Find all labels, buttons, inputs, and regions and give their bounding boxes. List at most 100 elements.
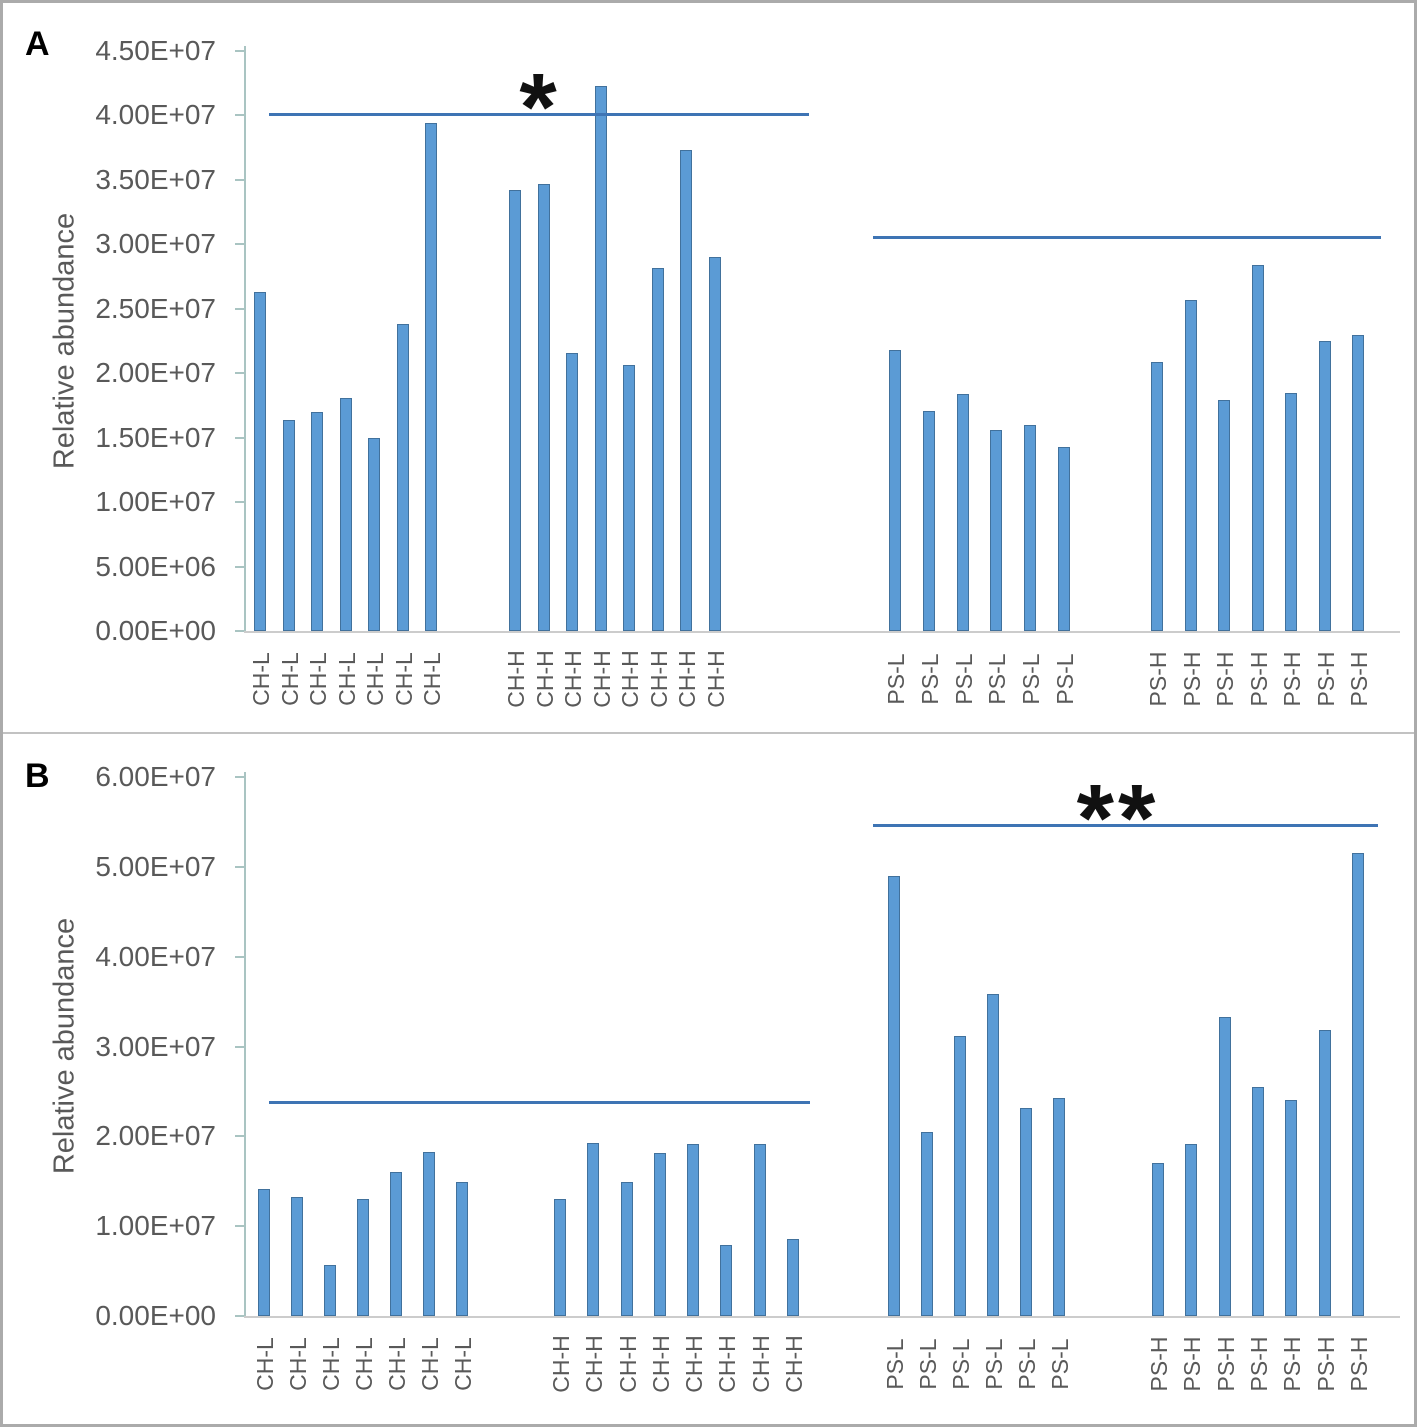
bar-ch-h-7: [753, 1144, 766, 1316]
y-tick-label: 0.00E+00: [95, 615, 216, 646]
x-tick-label: CH-H: [548, 1335, 574, 1393]
x-tick-label: CH-L: [419, 652, 445, 706]
y-tick-mark: [235, 1315, 244, 1317]
y-tick-label: 3.00E+07: [95, 228, 216, 260]
bar-ch-h-6: [651, 267, 664, 631]
x-tick-label: CH-L: [252, 1337, 278, 1391]
bar-ps-l-2: [922, 410, 935, 631]
bar-ps-l-5: [1024, 424, 1037, 631]
x-tick-label: CH-L: [450, 1337, 476, 1391]
x-tick-label: CH-H: [647, 1335, 674, 1393]
bar-ps-l-1: [889, 350, 901, 631]
y-tick-mark: [235, 865, 244, 868]
y-tick-mark: [235, 307, 244, 310]
x-tick-label: CH-L: [351, 1337, 377, 1391]
bar-ps-h-3: [1218, 400, 1230, 631]
bar-ch-h-4: [653, 1152, 666, 1316]
bar-ch-l-6: [396, 324, 409, 631]
bar-ch-l-3: [324, 1264, 336, 1316]
significance-line: [873, 824, 1378, 828]
y-tick-mark: [235, 630, 244, 632]
y-tick-label: 0.00E+00: [95, 1300, 216, 1331]
x-axis-line: [244, 1316, 1400, 1318]
x-tick-label: PS-H: [1279, 1336, 1306, 1392]
y-tick-mark: [235, 776, 244, 778]
bar-ch-h-2: [537, 183, 550, 631]
bar-ps-h-2: [1185, 1143, 1198, 1316]
bar-ps-l-6: [1058, 446, 1070, 631]
y-tick-mark: [235, 955, 244, 958]
y-tick-mark: [235, 372, 244, 375]
y-tick-mark: [235, 436, 244, 439]
x-tick-label: CH-H: [674, 650, 701, 708]
bar-ps-h-1: [1152, 1163, 1164, 1316]
x-tick-label: PS-H: [1245, 651, 1272, 707]
x-tick-label: PS-L: [916, 653, 943, 705]
bar-ch-l-6: [423, 1151, 435, 1316]
bar-ch-l-2: [291, 1196, 303, 1316]
bar-ps-l-4: [990, 429, 1003, 631]
x-tick-label: CH-L: [417, 1337, 443, 1391]
bar-ch-l-1: [258, 1189, 270, 1316]
panel-a-label: A: [25, 25, 50, 63]
x-tick-label: CH-H: [617, 650, 644, 708]
x-tick-label: PS-H: [1146, 1336, 1172, 1392]
y-tick-mark: [235, 243, 244, 246]
bar-ps-h-6: [1318, 1030, 1331, 1316]
bar-ps-h-3: [1218, 1016, 1231, 1316]
x-tick-label: CH-L: [362, 652, 388, 706]
y-tick-mark: [235, 501, 244, 504]
significance-asterisk: *: [519, 54, 561, 162]
x-tick-label: CH-L: [318, 1337, 344, 1391]
y-tick-label: 1.00E+07: [95, 1210, 216, 1242]
bar-ch-h-2: [587, 1142, 600, 1316]
x-tick-label: PS-L: [1047, 1338, 1073, 1390]
x-tick-label: PS-H: [1178, 651, 1205, 707]
x-tick-label: PS-L: [1052, 653, 1078, 705]
x-tick-label: PS-L: [915, 1338, 941, 1390]
y-tick-label: 2.00E+07: [95, 1120, 216, 1152]
y-tick-label: 1.50E+07: [95, 421, 216, 453]
x-tick-label: PS-L: [948, 1338, 974, 1390]
y-axis-line: [244, 46, 246, 631]
bar-ps-h-7: [1352, 853, 1364, 1316]
x-tick-label: PS-H: [1312, 651, 1339, 707]
x-tick-label: PS-H: [1246, 1336, 1272, 1392]
bar-ch-l-7: [425, 123, 437, 631]
bar-ps-h-5: [1285, 1100, 1298, 1316]
y-tick-label: 2.50E+07: [95, 292, 216, 324]
y-tick-label: 6.00E+07: [95, 761, 216, 792]
bar-ch-h-6: [720, 1245, 733, 1316]
x-tick-label: PS-H: [1212, 1336, 1239, 1392]
x-tick-label: CH-H: [581, 1335, 608, 1393]
bar-ps-l-6: [1053, 1097, 1065, 1316]
bar-ps-h-7: [1352, 334, 1364, 631]
bar-ch-l-4: [357, 1199, 369, 1316]
x-tick-label: CH-H: [681, 1335, 708, 1393]
x-tick-label: CH-H: [781, 1335, 807, 1393]
bar-ps-h-1: [1151, 361, 1163, 631]
x-tick-label: CH-L: [384, 1337, 410, 1391]
y-tick-label: 5.00E+07: [95, 850, 216, 882]
x-tick-label: PS-H: [1346, 1336, 1372, 1392]
x-tick-label: CH-L: [276, 652, 303, 706]
y-tick-mark: [235, 114, 244, 117]
bar-ch-l-3: [311, 411, 323, 631]
x-tick-label: PS-L: [1018, 653, 1045, 705]
x-tick-label: CH-H: [503, 650, 529, 708]
y-tick-label: 4.00E+07: [95, 940, 216, 972]
bar-ps-h-2: [1184, 299, 1197, 631]
bar-ch-l-5: [390, 1172, 402, 1316]
y-tick-mark: [235, 50, 244, 52]
panel-divider: [3, 732, 1414, 734]
significance-line: [269, 113, 809, 117]
bar-ch-h-1: [554, 1199, 566, 1316]
x-tick-label: PS-L: [883, 653, 909, 705]
bar-ch-l-5: [368, 437, 380, 631]
bar-ps-h-5: [1285, 392, 1297, 631]
x-tick-label: PS-L: [981, 1338, 1007, 1390]
x-tick-label: CH-L: [390, 652, 417, 706]
bar-ps-l-3: [956, 393, 969, 631]
bar-ch-l-1: [254, 292, 266, 631]
